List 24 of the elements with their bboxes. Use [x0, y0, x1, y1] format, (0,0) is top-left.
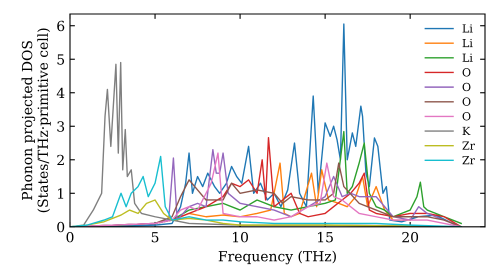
- legend-label: Li: [462, 54, 473, 62]
- y-axis-title: Phonon projected DOS (States/THz·primitive cell): [22, 28, 51, 212]
- y-tick-label: 1: [58, 188, 64, 199]
- legend-label: Li: [462, 38, 473, 48]
- legend-label: Zr: [462, 156, 475, 164]
- y-tick-label: 3: [57, 121, 64, 132]
- y-tick-label: 0: [57, 222, 64, 232]
- x-tick-label: 0: [66, 232, 74, 242]
- y-tick-label: 2: [57, 154, 64, 166]
- x-tick-label: 20: [402, 232, 418, 242]
- legend-label: O: [462, 97, 470, 106]
- legend-label: O: [462, 112, 470, 120]
- x-tick-label: 15: [318, 232, 333, 242]
- x-axis-title: Frequency (THz): [218, 250, 336, 264]
- legend-label: O: [462, 82, 470, 92]
- legend-label: Zr: [462, 141, 475, 150]
- y-tick-label: 6: [57, 20, 64, 32]
- x-tick-label: 5: [152, 232, 158, 242]
- y-tick-label: 5: [57, 54, 64, 65]
- x-tick-label: 10: [232, 232, 248, 242]
- legend-label: Li: [462, 24, 473, 32]
- legend-label: K: [462, 126, 470, 135]
- y-tick-label: 4: [56, 88, 64, 98]
- legend-label: O: [462, 68, 470, 77]
